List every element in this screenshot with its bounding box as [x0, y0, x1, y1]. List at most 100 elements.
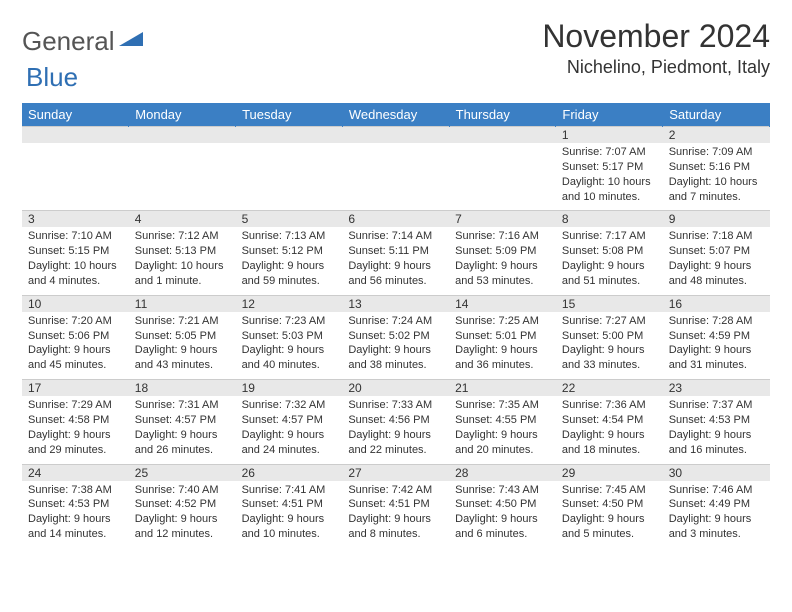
sunrise-text: Sunrise: 7:42 AM — [348, 483, 443, 498]
sunrise-text: Sunrise: 7:41 AM — [242, 483, 337, 498]
title-block: November 2024 Nichelino, Piedmont, Italy — [542, 18, 770, 78]
sunrise-text: Sunrise: 7:31 AM — [135, 398, 230, 413]
weekday-header: Monday — [129, 103, 236, 127]
day-number: 4 — [129, 211, 236, 228]
sunrise-text: Sunrise: 7:25 AM — [455, 314, 550, 329]
day-cell: Sunrise: 7:21 AMSunset: 5:05 PMDaylight:… — [129, 312, 236, 380]
sunset-text: Sunset: 5:05 PM — [135, 329, 230, 344]
day-number: 8 — [556, 211, 663, 228]
daylight-text: Daylight: 9 hours and 6 minutes. — [455, 512, 550, 542]
sunrise-text: Sunrise: 7:35 AM — [455, 398, 550, 413]
daylight-text: Daylight: 9 hours and 38 minutes. — [348, 343, 443, 373]
day-number: 11 — [129, 295, 236, 312]
day-number: 22 — [556, 380, 663, 397]
day-number: 1 — [556, 127, 663, 144]
day-number: 27 — [342, 464, 449, 481]
daylight-text: Daylight: 9 hours and 24 minutes. — [242, 428, 337, 458]
sunset-text: Sunset: 4:50 PM — [455, 497, 550, 512]
day-number-row: 24252627282930 — [22, 464, 770, 481]
sunset-text: Sunset: 5:13 PM — [135, 244, 230, 259]
daylight-text: Daylight: 9 hours and 8 minutes. — [348, 512, 443, 542]
sunrise-text: Sunrise: 7:23 AM — [242, 314, 337, 329]
daylight-text: Daylight: 9 hours and 36 minutes. — [455, 343, 550, 373]
daylight-text: Daylight: 10 hours and 4 minutes. — [28, 259, 123, 289]
day-cell: Sunrise: 7:33 AMSunset: 4:56 PMDaylight:… — [342, 396, 449, 464]
day-cell — [449, 143, 556, 211]
month-title: November 2024 — [542, 18, 770, 55]
day-number-row: 17181920212223 — [22, 380, 770, 397]
day-detail-row: Sunrise: 7:10 AMSunset: 5:15 PMDaylight:… — [22, 227, 770, 295]
daylight-text: Daylight: 9 hours and 48 minutes. — [669, 259, 764, 289]
weekday-header-row: Sunday Monday Tuesday Wednesday Thursday… — [22, 103, 770, 127]
sunset-text: Sunset: 4:53 PM — [28, 497, 123, 512]
sunset-text: Sunset: 4:57 PM — [242, 413, 337, 428]
sunrise-text: Sunrise: 7:10 AM — [28, 229, 123, 244]
sunrise-text: Sunrise: 7:18 AM — [669, 229, 764, 244]
calendar-table: Sunday Monday Tuesday Wednesday Thursday… — [22, 103, 770, 548]
day-number-row: 3456789 — [22, 211, 770, 228]
daylight-text: Daylight: 9 hours and 10 minutes. — [242, 512, 337, 542]
sunset-text: Sunset: 5:15 PM — [28, 244, 123, 259]
day-cell: Sunrise: 7:36 AMSunset: 4:54 PMDaylight:… — [556, 396, 663, 464]
day-cell: Sunrise: 7:43 AMSunset: 4:50 PMDaylight:… — [449, 481, 556, 548]
day-number-row: 12 — [22, 127, 770, 144]
day-number: 5 — [236, 211, 343, 228]
sunrise-text: Sunrise: 7:14 AM — [348, 229, 443, 244]
sunset-text: Sunset: 4:52 PM — [135, 497, 230, 512]
weekday-header: Sunday — [22, 103, 129, 127]
sunset-text: Sunset: 5:09 PM — [455, 244, 550, 259]
weekday-header: Tuesday — [236, 103, 343, 127]
sunset-text: Sunset: 4:50 PM — [562, 497, 657, 512]
sunset-text: Sunset: 5:06 PM — [28, 329, 123, 344]
sunrise-text: Sunrise: 7:40 AM — [135, 483, 230, 498]
daylight-text: Daylight: 9 hours and 3 minutes. — [669, 512, 764, 542]
day-number: 15 — [556, 295, 663, 312]
sunrise-text: Sunrise: 7:32 AM — [242, 398, 337, 413]
daylight-text: Daylight: 9 hours and 51 minutes. — [562, 259, 657, 289]
day-number: 29 — [556, 464, 663, 481]
daylight-text: Daylight: 9 hours and 16 minutes. — [669, 428, 764, 458]
day-cell: Sunrise: 7:09 AMSunset: 5:16 PMDaylight:… — [663, 143, 770, 211]
day-cell: Sunrise: 7:31 AMSunset: 4:57 PMDaylight:… — [129, 396, 236, 464]
day-cell: Sunrise: 7:13 AMSunset: 5:12 PMDaylight:… — [236, 227, 343, 295]
sunset-text: Sunset: 5:07 PM — [669, 244, 764, 259]
logo-word2: Blue — [26, 62, 78, 92]
day-cell: Sunrise: 7:37 AMSunset: 4:53 PMDaylight:… — [663, 396, 770, 464]
sunset-text: Sunset: 4:53 PM — [669, 413, 764, 428]
sunset-text: Sunset: 4:51 PM — [348, 497, 443, 512]
sunset-text: Sunset: 4:56 PM — [348, 413, 443, 428]
day-detail-row: Sunrise: 7:20 AMSunset: 5:06 PMDaylight:… — [22, 312, 770, 380]
sunset-text: Sunset: 4:51 PM — [242, 497, 337, 512]
day-cell: Sunrise: 7:20 AMSunset: 5:06 PMDaylight:… — [22, 312, 129, 380]
sunrise-text: Sunrise: 7:16 AM — [455, 229, 550, 244]
day-cell: Sunrise: 7:07 AMSunset: 5:17 PMDaylight:… — [556, 143, 663, 211]
sunrise-text: Sunrise: 7:12 AM — [135, 229, 230, 244]
daylight-text: Daylight: 9 hours and 26 minutes. — [135, 428, 230, 458]
daylight-text: Daylight: 10 hours and 1 minute. — [135, 259, 230, 289]
day-cell: Sunrise: 7:41 AMSunset: 4:51 PMDaylight:… — [236, 481, 343, 548]
sunrise-text: Sunrise: 7:29 AM — [28, 398, 123, 413]
sunset-text: Sunset: 5:08 PM — [562, 244, 657, 259]
day-detail-row: Sunrise: 7:38 AMSunset: 4:53 PMDaylight:… — [22, 481, 770, 548]
day-cell: Sunrise: 7:42 AMSunset: 4:51 PMDaylight:… — [342, 481, 449, 548]
day-number: 6 — [342, 211, 449, 228]
day-number: 26 — [236, 464, 343, 481]
sunset-text: Sunset: 5:17 PM — [562, 160, 657, 175]
day-cell: Sunrise: 7:38 AMSunset: 4:53 PMDaylight:… — [22, 481, 129, 548]
day-number: 14 — [449, 295, 556, 312]
daylight-text: Daylight: 10 hours and 7 minutes. — [669, 175, 764, 205]
day-number: 17 — [22, 380, 129, 397]
logo-word1: General — [22, 26, 115, 57]
day-number: 13 — [342, 295, 449, 312]
day-cell: Sunrise: 7:45 AMSunset: 4:50 PMDaylight:… — [556, 481, 663, 548]
sunrise-text: Sunrise: 7:37 AM — [669, 398, 764, 413]
day-detail-row: Sunrise: 7:29 AMSunset: 4:58 PMDaylight:… — [22, 396, 770, 464]
day-number — [342, 127, 449, 144]
daylight-text: Daylight: 9 hours and 56 minutes. — [348, 259, 443, 289]
day-number: 30 — [663, 464, 770, 481]
day-cell: Sunrise: 7:10 AMSunset: 5:15 PMDaylight:… — [22, 227, 129, 295]
location: Nichelino, Piedmont, Italy — [542, 57, 770, 78]
sunset-text: Sunset: 4:59 PM — [669, 329, 764, 344]
sunrise-text: Sunrise: 7:36 AM — [562, 398, 657, 413]
day-number: 20 — [342, 380, 449, 397]
